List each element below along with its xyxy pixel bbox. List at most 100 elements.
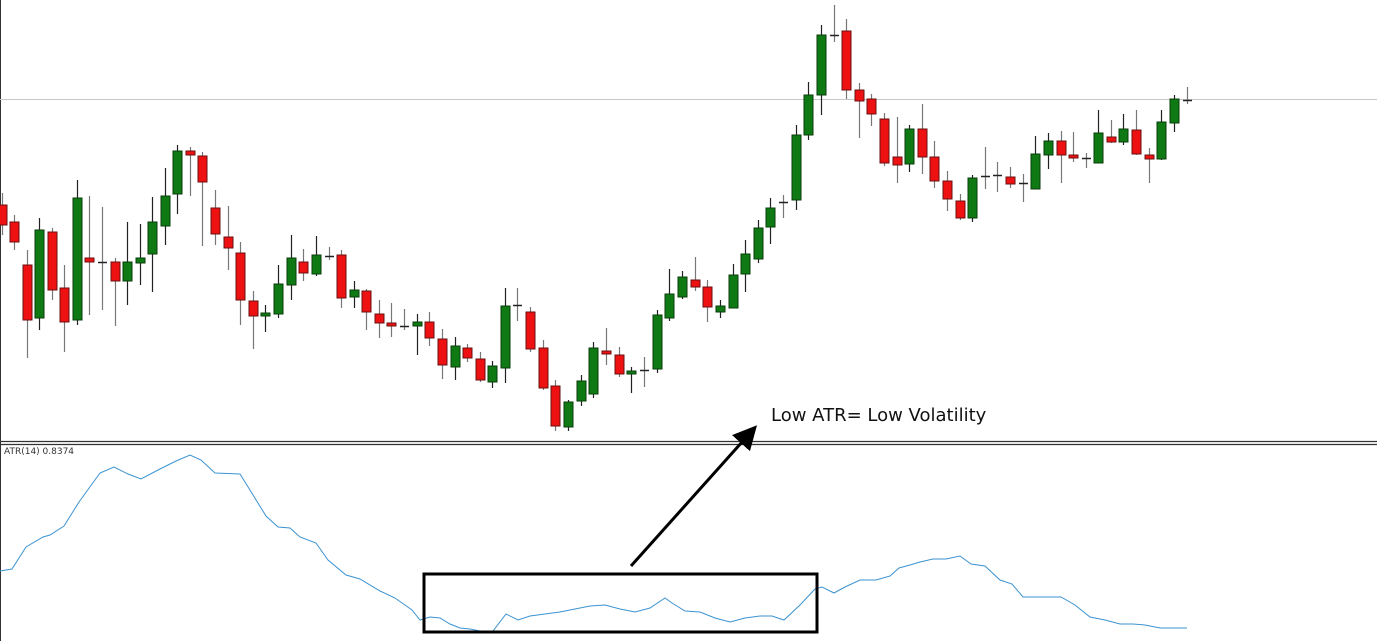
candle	[690, 257, 701, 291]
candle	[664, 269, 675, 321]
candle	[904, 125, 915, 172]
candle	[260, 305, 271, 332]
candle	[400, 309, 409, 330]
annotation-label: Low ATR= Low Volatility	[771, 405, 987, 426]
candle	[816, 25, 827, 115]
candle	[22, 250, 33, 358]
candle	[1144, 148, 1155, 183]
candle	[9, 215, 20, 250]
candle	[475, 352, 486, 382]
candle	[325, 247, 334, 260]
candle	[34, 218, 45, 330]
candle	[588, 342, 599, 398]
candle	[841, 19, 852, 99]
candle	[412, 314, 423, 355]
candle	[626, 367, 637, 393]
candle	[563, 400, 574, 431]
candle	[1056, 131, 1067, 183]
candle	[273, 265, 284, 318]
candle	[386, 303, 397, 337]
candle	[715, 300, 726, 318]
candle	[728, 264, 739, 309]
candle	[248, 291, 259, 349]
candle	[1106, 120, 1117, 143]
candle	[1156, 110, 1167, 160]
candle	[437, 329, 448, 379]
candle	[1068, 132, 1079, 162]
candle	[172, 145, 183, 214]
candle	[110, 258, 121, 326]
candle	[765, 198, 776, 244]
candle	[677, 271, 688, 299]
low-atr-highlight-box	[422, 572, 819, 634]
candle	[223, 206, 234, 270]
candle	[1043, 133, 1054, 169]
candlestick-series	[0, 5, 1192, 431]
candle	[1019, 174, 1028, 202]
candle	[702, 280, 713, 322]
candle	[866, 94, 877, 126]
candle	[210, 190, 221, 245]
candle	[779, 195, 788, 218]
candle	[640, 357, 649, 387]
candle	[550, 380, 561, 431]
candle	[879, 113, 890, 166]
candle	[98, 207, 107, 310]
candle	[185, 147, 196, 196]
candle	[1183, 87, 1192, 104]
candle	[72, 180, 83, 325]
candle	[450, 337, 461, 380]
candle	[1082, 153, 1091, 168]
candle	[652, 310, 663, 373]
candle	[147, 197, 158, 292]
atr-indicator-label: ATR(14) 0.8374	[4, 447, 75, 457]
candle	[942, 171, 953, 211]
candle	[753, 220, 764, 263]
candle	[917, 104, 928, 174]
candle	[374, 300, 385, 338]
candle	[135, 224, 146, 285]
candle	[0, 193, 8, 235]
candle	[538, 340, 549, 390]
candle	[1005, 167, 1016, 188]
candle	[791, 125, 802, 210]
candle	[487, 361, 498, 388]
candle	[500, 288, 511, 383]
candle	[740, 240, 751, 292]
candle	[298, 249, 309, 281]
candle	[967, 175, 978, 222]
candle	[462, 344, 473, 362]
candle	[955, 194, 966, 220]
candle	[160, 168, 171, 245]
atr-indicator-line	[0, 454, 1187, 632]
candle	[803, 82, 814, 140]
candle	[1118, 114, 1129, 145]
candle	[993, 162, 1002, 192]
candle	[59, 265, 70, 352]
candle	[601, 328, 612, 365]
candle	[84, 196, 95, 315]
candle	[47, 228, 58, 300]
candle	[349, 281, 360, 308]
candle	[830, 5, 839, 42]
candle	[122, 222, 133, 305]
candle	[1093, 110, 1104, 164]
candle	[892, 117, 903, 183]
candle	[361, 289, 372, 330]
candle	[525, 307, 536, 352]
candle	[576, 375, 587, 406]
candle	[1131, 110, 1142, 155]
candle	[929, 141, 940, 188]
candle	[1169, 95, 1180, 132]
candle	[981, 147, 990, 189]
candle	[614, 347, 625, 377]
candle	[197, 152, 208, 246]
candle	[286, 235, 297, 300]
candle	[336, 250, 347, 308]
candle	[235, 242, 246, 325]
candle	[424, 312, 435, 346]
annotation-arrow	[629, 425, 758, 568]
candle	[513, 288, 522, 321]
